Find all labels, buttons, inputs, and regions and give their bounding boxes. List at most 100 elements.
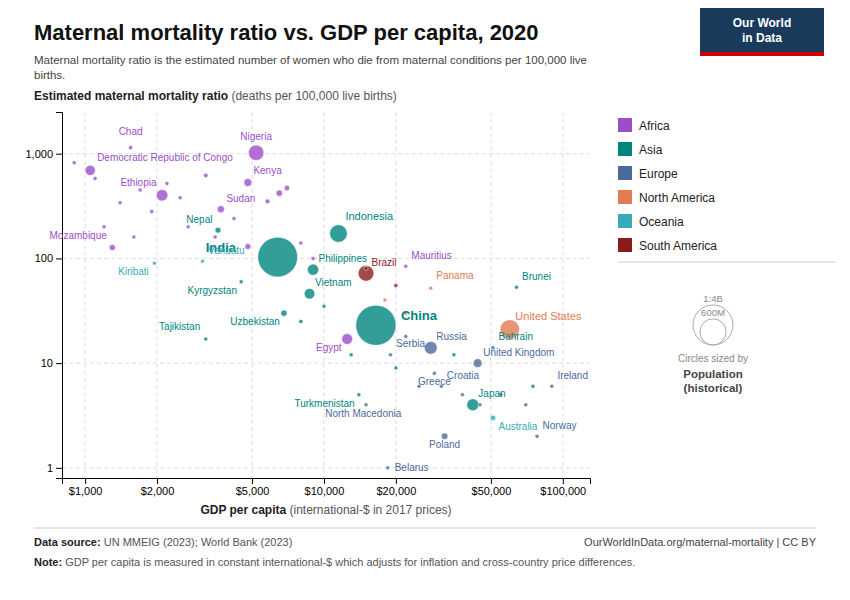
bubble [109, 245, 115, 251]
bubble [245, 244, 251, 250]
bubble [514, 285, 518, 289]
note: Note: GDP per capita is measured in cons… [34, 556, 635, 568]
y-tick-label: 1 [47, 462, 53, 474]
size-legend: 1:4B600MCircles sized byPopulation(histo… [678, 293, 748, 394]
size-legend-subtitle-line: Population [683, 368, 742, 380]
y-axis-title-bold: Estimated maternal mortality ratio [34, 89, 228, 103]
x-tick-label: $50,000 [472, 485, 512, 497]
source: Data source: UN MMEIG (2023); World Bank… [34, 536, 292, 548]
y-axis: 1101001,000 [25, 113, 62, 479]
bubble [217, 206, 224, 213]
y-grid-line [62, 467, 590, 468]
legend-label: South America [639, 239, 717, 253]
logo-bar [700, 52, 824, 56]
subtitle-line: births. [34, 69, 65, 81]
x-tick: $50,000 [472, 478, 512, 497]
note-regular: GDP per capita is measured in constant i… [62, 556, 635, 568]
x-tick-label: $1,000 [69, 485, 103, 497]
bubble [128, 146, 132, 150]
bubble [349, 353, 353, 357]
x-tick: $5,000 [236, 478, 270, 497]
legend-swatch [618, 142, 632, 156]
bubble [307, 264, 318, 275]
size-legend-title: Circles sized by [678, 353, 748, 364]
x-grid-line [490, 112, 491, 478]
bubble [258, 237, 298, 277]
legend-label: Africa [639, 119, 670, 133]
bubble [299, 241, 303, 245]
bubble [424, 341, 437, 354]
point-label: Ethiopia [120, 177, 157, 188]
point-label: Mauritius [411, 250, 452, 261]
bubble [473, 359, 482, 368]
point-label: United States [515, 310, 582, 322]
size-legend-subtitle: Population(historical) [683, 368, 742, 394]
x-axis-title-regular: (international-$ in 2017 prices) [286, 503, 451, 517]
legend-swatch [618, 214, 632, 228]
point-label: Philippines [319, 253, 367, 264]
bubble [239, 280, 243, 284]
x-axis-line [63, 479, 591, 485]
y-tick-mark [56, 154, 62, 155]
x-axis-title: GDP per capita (international-$ in 2017 … [200, 503, 451, 517]
bubble [394, 284, 398, 288]
bubble [204, 173, 209, 178]
point-label: Croatia [447, 370, 480, 381]
y-tick-mark [56, 468, 62, 469]
legend-swatch [618, 166, 632, 180]
y-tick-label: 10 [41, 357, 53, 369]
bubble [389, 353, 393, 357]
y-tick-mark [56, 258, 62, 259]
bubble [383, 298, 387, 302]
y-axis-title: Estimated maternal mortality ratio (deat… [34, 89, 397, 103]
legend-label: Asia [639, 143, 663, 157]
x-tick-label: $2,000 [141, 485, 175, 497]
point-label: Uzbekistan [230, 316, 279, 327]
x-tick-label: $5,000 [236, 485, 270, 497]
x-tick-mark [157, 478, 158, 484]
bubble [429, 286, 433, 290]
point-label: North Macedonia [325, 408, 402, 419]
bubble [535, 434, 539, 438]
bubble [244, 179, 252, 187]
legend-label: North America [639, 191, 715, 205]
point-label: Norway [543, 420, 577, 431]
point-label: Brazil [372, 257, 397, 268]
x-axis: $1,000$2,000$5,000$10,000$20,000$50,000$… [63, 478, 591, 497]
bubble [342, 334, 353, 345]
bubble [478, 403, 482, 407]
bubble [232, 217, 236, 221]
bubble [460, 393, 464, 397]
bubble [150, 210, 154, 214]
point-labels: ChadNigeriaDemocratic Republic of CongoK… [50, 126, 588, 474]
x-tick-mark [396, 478, 397, 484]
y-tick: 1 [47, 462, 62, 474]
point-label: Indonesia [345, 210, 394, 222]
bubble [72, 161, 76, 165]
bubble [200, 259, 204, 263]
legend-swatch [618, 238, 632, 252]
bubble [490, 415, 495, 420]
footer-rule [34, 528, 816, 529]
chart-svg: Maternal mortality ratio vs. GDP per cap… [0, 0, 850, 600]
series-points [204, 225, 535, 411]
bubble [102, 225, 106, 229]
legend-label: Europe [639, 167, 678, 181]
point-label: Bahrain [499, 331, 533, 342]
point-label: Kiribati [118, 266, 149, 277]
bubble [364, 403, 368, 407]
bubble [152, 261, 156, 265]
bubble [404, 264, 408, 268]
x-tick: $20,000 [376, 478, 416, 497]
bubble [432, 371, 436, 375]
y-tick: 1,000 [25, 148, 62, 160]
source-bold: Data source: [34, 536, 101, 548]
bubble [357, 393, 361, 397]
bubble [304, 288, 315, 299]
source-regular: UN MMEIG (2023); World Bank (2023) [101, 536, 293, 548]
bubble [138, 188, 142, 192]
point-label: Chad [119, 126, 143, 137]
point-label: Panama [436, 270, 474, 281]
point-label: Kyrgyzstan [188, 285, 237, 296]
point-label: Nepal [186, 214, 212, 225]
